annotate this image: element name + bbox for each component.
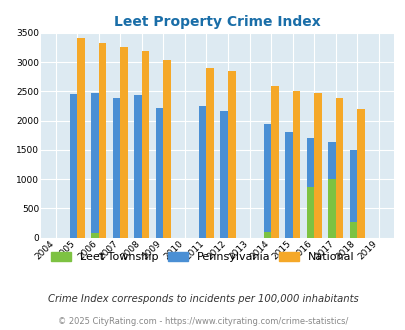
Bar bbox=[198, 106, 206, 238]
Bar bbox=[313, 93, 321, 238]
Legend: Leet Township, Pennsylvania, National: Leet Township, Pennsylvania, National bbox=[47, 248, 358, 267]
Bar bbox=[91, 233, 98, 238]
Bar bbox=[220, 111, 228, 238]
Bar bbox=[70, 94, 77, 238]
Bar bbox=[306, 187, 313, 238]
Bar bbox=[356, 109, 364, 238]
Bar bbox=[141, 50, 149, 238]
Title: Leet Property Crime Index: Leet Property Crime Index bbox=[113, 15, 320, 29]
Bar bbox=[77, 38, 85, 238]
Bar bbox=[113, 98, 120, 238]
Bar bbox=[327, 179, 335, 238]
Bar bbox=[163, 60, 171, 238]
Text: © 2025 CityRating.com - https://www.cityrating.com/crime-statistics/: © 2025 CityRating.com - https://www.city… bbox=[58, 317, 347, 326]
Bar bbox=[263, 124, 271, 238]
Bar bbox=[306, 138, 313, 238]
Bar bbox=[91, 93, 98, 238]
Bar bbox=[335, 98, 342, 238]
Bar bbox=[263, 232, 271, 238]
Bar bbox=[327, 142, 335, 238]
Bar bbox=[156, 109, 163, 238]
Bar bbox=[134, 95, 141, 238]
Bar bbox=[349, 222, 356, 238]
Bar bbox=[98, 43, 106, 238]
Bar bbox=[292, 91, 299, 238]
Text: Crime Index corresponds to incidents per 100,000 inhabitants: Crime Index corresponds to incidents per… bbox=[47, 294, 358, 304]
Bar bbox=[120, 47, 128, 238]
Bar bbox=[271, 85, 278, 238]
Bar bbox=[228, 71, 235, 238]
Bar bbox=[284, 132, 292, 238]
Bar bbox=[206, 68, 213, 238]
Bar bbox=[349, 150, 356, 238]
